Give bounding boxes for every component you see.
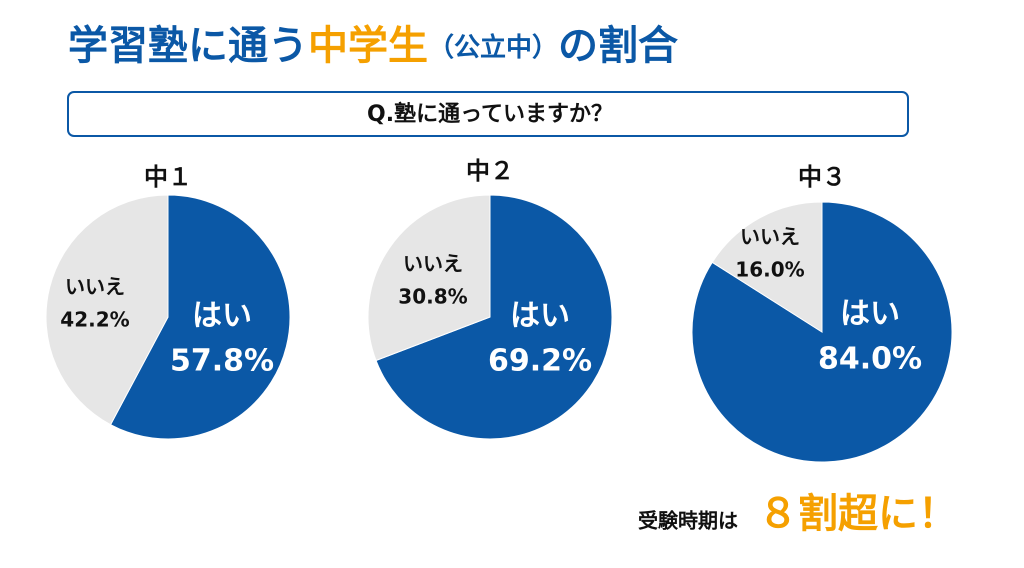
slice-label: はい xyxy=(840,297,900,332)
pie-slice xyxy=(45,194,169,426)
slice-label: はい xyxy=(192,299,252,334)
pie-title: 中２ xyxy=(466,157,514,185)
title-part: の割合 xyxy=(558,23,678,69)
title-part: 学習塾に通う xyxy=(68,23,308,69)
slice-label: いいえ xyxy=(403,252,463,276)
value-label: 42.2% xyxy=(60,308,129,332)
value-label: 69.2% xyxy=(488,344,592,379)
title-part: （公立中） xyxy=(428,32,558,63)
pie-title: 中１ xyxy=(144,163,192,191)
pie-slice xyxy=(691,201,953,463)
footer-lead: 受験時期は xyxy=(638,509,738,533)
slice-label: いいえ xyxy=(65,275,125,299)
question-box xyxy=(67,91,909,137)
pie-slice xyxy=(109,194,291,440)
pie-title: 中３ xyxy=(798,163,846,191)
value-label: 57.8% xyxy=(170,344,274,379)
value-label: 84.0% xyxy=(818,342,922,377)
footer-highlight: ８割超に！ xyxy=(758,491,958,537)
pie-slice xyxy=(711,201,823,333)
question: Q.塾に通っていますか？ xyxy=(367,101,613,127)
pie-slice xyxy=(375,194,613,440)
value-label: 30.8% xyxy=(398,285,467,309)
pie-slice xyxy=(367,194,491,362)
title-part: 中学生 xyxy=(308,23,428,69)
title: 学習塾に通う中学生（公立中）の割合 xyxy=(68,23,678,69)
value-label: 16.0% xyxy=(735,258,804,282)
slice-label: はい xyxy=(510,299,570,334)
slice-label: いいえ xyxy=(740,225,800,249)
